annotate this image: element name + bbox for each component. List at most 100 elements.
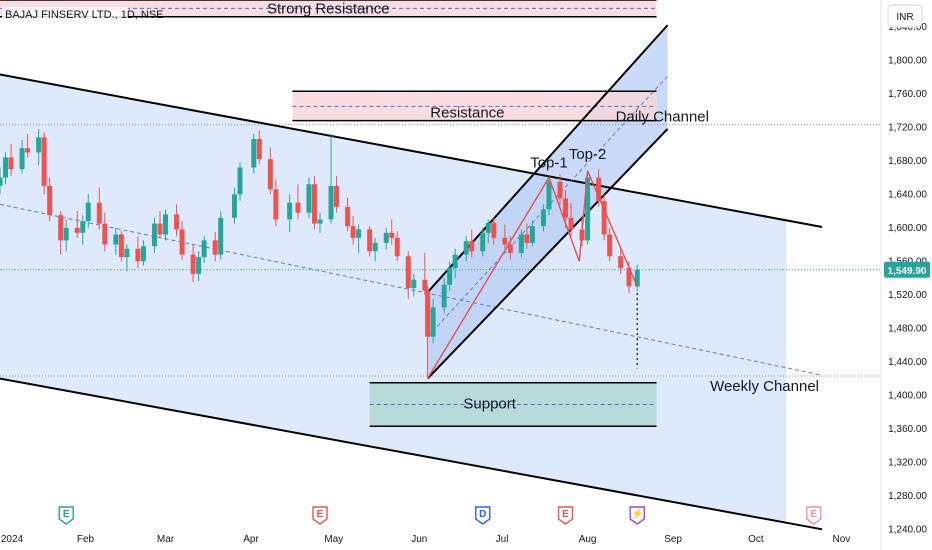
candle-body [518,234,524,253]
candle-body [212,240,218,255]
candle [447,261,453,291]
candle [507,236,513,260]
candle-body [190,254,196,274]
x-tick-label: Jun [411,534,427,545]
candle-body [179,229,185,255]
top-2-label: Top-2 [569,146,607,163]
x-tick-label: 2024 [1,534,24,545]
x-tick-label: May [324,534,343,545]
candle [463,236,469,262]
candle [524,223,530,249]
event-marker[interactable]: E [312,506,328,525]
candle [557,174,563,205]
candle-body [345,206,351,227]
candle-body [469,241,475,252]
double-top-pattern-line [426,170,638,379]
candle-body [480,232,486,252]
candle-body [311,184,317,224]
y-tick-label: 1,320.00 [888,457,927,468]
candle [36,128,42,165]
candle-body [287,202,293,220]
candle-body [135,248,141,262]
y-tick-label: 1,520.00 [888,290,927,301]
candle [58,211,64,255]
support-label: Support [463,396,516,413]
candle-body [63,227,69,241]
candle [19,139,25,174]
event-markers[interactable]: E E D E ⚡ E [58,506,822,525]
x-tick-labels: 2024 Feb Mar Apr May Jun Jul Aug Sep Oct Nov [1,534,850,545]
candle [163,209,169,241]
candle-body [256,139,262,160]
candle [273,179,279,227]
candle-body [441,284,447,308]
event-letter: ⚡ [631,507,643,520]
candle-body [524,234,530,243]
candle [85,194,91,228]
currency-button[interactable]: INR [887,4,923,28]
candle-body [41,137,47,186]
candle [102,212,108,252]
candle [350,216,356,245]
candle-body [568,217,574,230]
y-tick-label: 1,360.00 [888,424,927,435]
candle [405,251,411,299]
candle-body [3,157,9,178]
candle-body [389,232,395,238]
candle [596,169,602,207]
candle-body [317,219,323,224]
candle [118,231,124,262]
y-tick-label: 1,600.00 [888,223,927,234]
event-marker[interactable]: D [475,506,491,525]
candle [3,152,9,185]
top-1-label: Top-1 [530,155,568,172]
candle-body [425,290,431,337]
candle [607,227,613,262]
daily-channel-label: Daily Channel [616,108,709,125]
pattern-overlay [426,170,638,379]
weekly-channel-upper [0,73,823,228]
candle-body [585,177,591,241]
candle-body [163,214,169,235]
candle [196,251,202,282]
event-badge [312,506,328,525]
candle-body [546,181,552,210]
candle-body [485,222,491,233]
candle-body [502,237,508,245]
daily-channel-lower [426,128,669,380]
last-price-value: 1,549.90 [888,266,927,277]
candle-body [124,248,130,258]
candle [430,298,436,344]
event-badge [806,506,822,525]
candle [63,219,69,252]
event-marker[interactable]: E [557,506,574,525]
event-marker[interactable]: E [58,506,74,525]
y-tick-label: 1,480.00 [888,323,927,334]
candle [306,177,312,218]
candle [452,248,458,279]
candle-body [8,157,14,170]
y-tick-label: 1,800.00 [888,55,927,66]
candle [179,221,185,260]
event-letter: E [63,509,70,520]
candle-body [447,268,453,285]
candle [287,194,293,232]
y-tick-label: 1,680.00 [888,156,927,167]
y-tick-label: 1,440.00 [888,357,927,368]
event-marker[interactable]: ⚡ [629,506,645,525]
candle-body [157,223,163,235]
candle [634,264,640,292]
y-tick-label: 1,240.00 [888,524,927,535]
event-marker[interactable]: E [806,506,822,525]
candle [74,211,80,238]
weekly-channel-fill [0,74,787,523]
candle-body [607,234,613,257]
event-letter: D [479,509,486,520]
candle-body [196,257,202,274]
y-tick-label: 1,280.00 [888,491,927,502]
candle [480,227,486,257]
candle-body [491,222,497,238]
candle [585,170,591,245]
x-tick-label: Sep [664,534,682,545]
